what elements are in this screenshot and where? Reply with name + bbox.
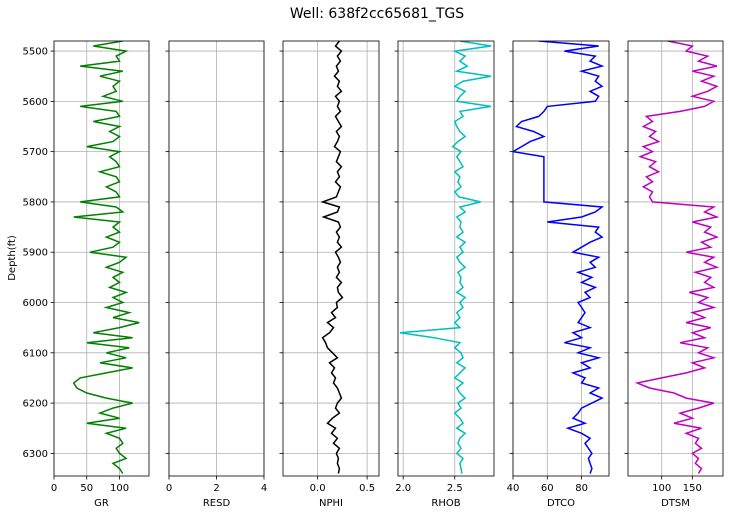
track-resd: 0 2 4 RESD [165, 40, 267, 509]
x-tick-label: 60 [541, 483, 554, 494]
axes-frame [53, 40, 150, 477]
x-tick-label: 100 [652, 483, 671, 494]
x-tick-label: 0.0 [310, 483, 326, 494]
x-tick-label: 0 [166, 483, 172, 494]
y-tick-label: 5500 [23, 47, 48, 58]
series-line-dtco [513, 41, 605, 474]
series-line-nphi [320, 41, 344, 474]
x-axis-label: GR [94, 498, 109, 509]
x-tick-label: 80 [575, 483, 588, 494]
chart-title: Well: 638f2cc65681_TGS [290, 6, 464, 22]
y-tick-label: 6100 [23, 348, 48, 359]
track-gr: 5500 5600 5700 5800 5900 6000 6100 6200 6300 0 50 1… [23, 40, 150, 509]
y-axis-label: Depth(ft) [7, 235, 18, 281]
axes-frame [282, 40, 380, 477]
series-line-rhob [399, 41, 492, 474]
y-tick-label: 6000 [23, 298, 48, 309]
y-tick-label: 6200 [23, 399, 48, 410]
x-tick-label: 150 [683, 483, 702, 494]
x-axis-label: NPHI [319, 498, 343, 509]
axes-frame [397, 40, 495, 477]
log-tracks: 5500 5600 5700 5800 5900 6000 6100 6200 6300 0 50 1… [23, 40, 724, 509]
x-axis-label: RHOB [431, 498, 460, 509]
x-tick-label: 0 [51, 483, 57, 494]
axes-frame [627, 40, 724, 477]
x-tick-label: 0.5 [359, 483, 375, 494]
x-tick-label: 2.0 [395, 483, 411, 494]
y-tick-label: 6300 [23, 449, 48, 460]
y-tick-label: 5800 [23, 197, 48, 208]
track-nphi: 0.0 0.5 NPHI [279, 40, 380, 509]
track-rhob: 2.0 2.5 RHOB [394, 40, 495, 509]
y-tick-label: 5900 [23, 248, 48, 259]
x-axis-label: DTSM [661, 498, 690, 509]
axes-frame [512, 40, 610, 477]
x-tick-label: 100 [110, 483, 129, 494]
y-tick-label: 5700 [23, 147, 48, 158]
x-tick-label: 4 [261, 483, 267, 494]
track-dtsm: 100 150 DTSM [624, 40, 724, 509]
axes-frame [168, 40, 265, 477]
x-tick-label: 2 [213, 483, 219, 494]
x-axis-label: DTCO [547, 498, 575, 509]
x-tick-label: 40 [507, 483, 520, 494]
x-axis-label: RESD [203, 498, 231, 509]
y-tick-label: 5600 [23, 97, 48, 108]
x-tick-label: 2.5 [447, 483, 463, 494]
series-line-dtsm [634, 41, 720, 474]
x-tick-label: 50 [80, 483, 93, 494]
series-line-gr [72, 41, 140, 474]
